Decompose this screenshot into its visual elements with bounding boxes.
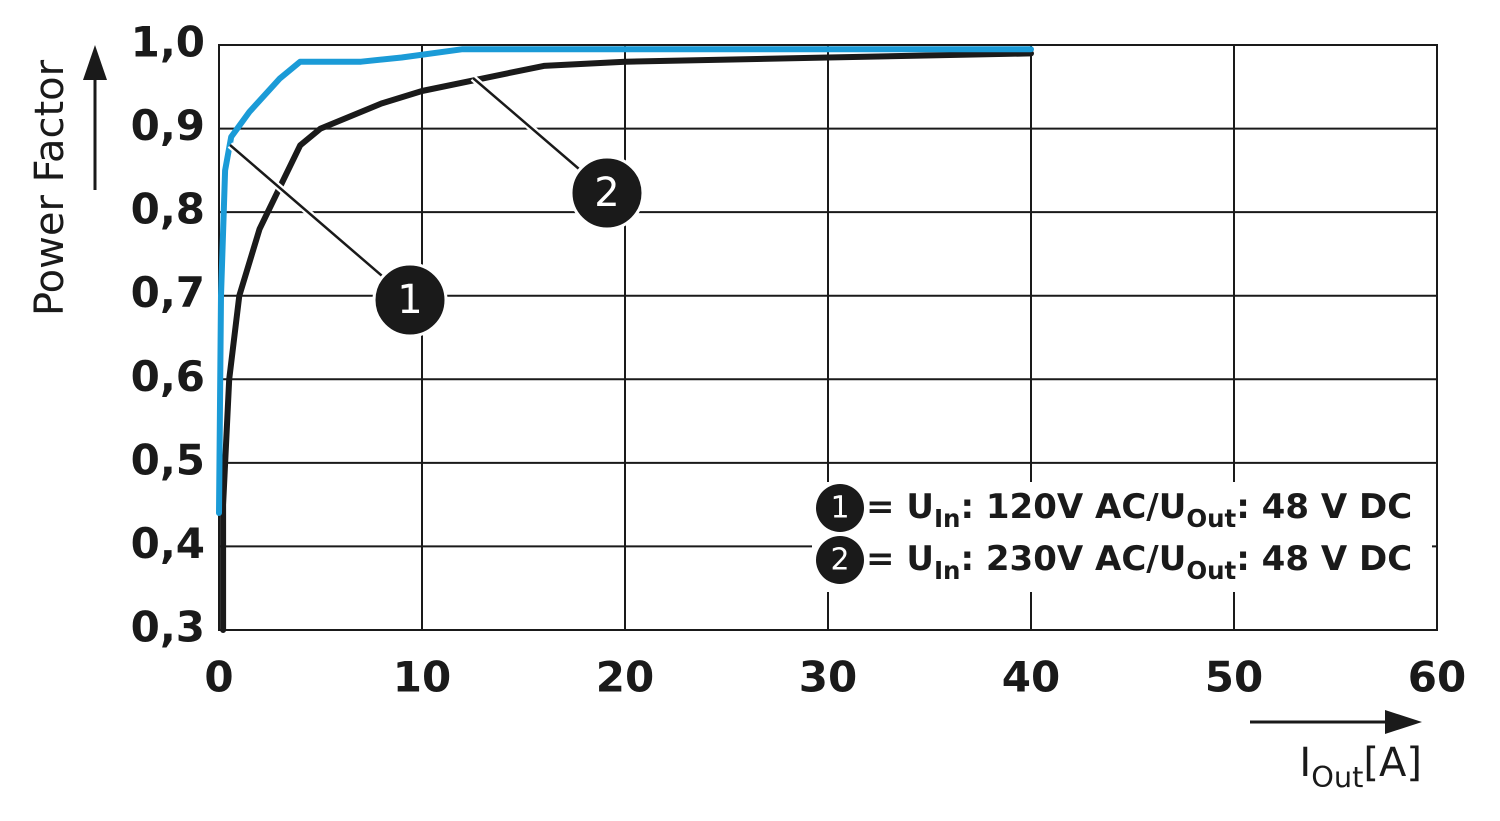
callout-number: 2 (594, 170, 619, 216)
x-arrow-head (1385, 710, 1422, 734)
x-tick-label: 40 (1002, 653, 1060, 702)
subscript: In (934, 504, 961, 533)
legend-marker (816, 536, 864, 584)
text-part: I (1299, 740, 1311, 786)
text-part: : 48 V DC (1236, 487, 1412, 527)
x-tick-label: 50 (1205, 653, 1263, 702)
subscript: In (934, 556, 961, 585)
y-tick-label: 0,9 (131, 101, 205, 150)
x-tick-label: 10 (393, 653, 451, 702)
x-tick-label: 60 (1408, 653, 1466, 702)
y-tick-label: 0,6 (131, 352, 205, 401)
axis-arrows (83, 45, 1422, 734)
y-tick-label: 0,3 (131, 603, 205, 652)
x-axis-label: IOut[A] (1299, 740, 1422, 794)
text-part: : 120V AC/U (960, 487, 1186, 527)
y-axis-label: Power Factor (27, 59, 73, 316)
y-tick-label: 0,5 (131, 435, 205, 484)
series-line (216, 46, 1034, 516)
text-part: : 48 V DC (1236, 539, 1412, 579)
legend-marker-number: 1 (830, 491, 849, 526)
y-tick-label: 0,8 (131, 185, 205, 234)
text-part: : 230V AC/U (960, 539, 1186, 579)
leader-line (229, 144, 411, 301)
y-tick-label: 1,0 (131, 18, 205, 67)
x-tick-label: 30 (799, 653, 857, 702)
legend-marker (816, 484, 864, 532)
y-tick-label: 0,4 (131, 519, 205, 568)
callout-number: 1 (397, 277, 422, 323)
subscript: Out (1311, 760, 1363, 794)
y-arrow-head (83, 45, 107, 80)
text-part: [A] (1363, 740, 1422, 786)
x-tick-label: 20 (596, 653, 654, 702)
legend-label: = UIn: 120V AC/UOut: 48 V DC (866, 487, 1412, 533)
subscript: Out (1186, 504, 1236, 533)
x-tick-label: 0 (204, 653, 233, 702)
callout-circle (372, 262, 448, 338)
y-tick-label: 0,7 (131, 268, 205, 317)
legend-label: = UIn: 230V AC/UOut: 48 V DC (866, 539, 1412, 585)
subscript: Out (1186, 556, 1236, 585)
callout-circle (569, 155, 645, 231)
text-part: = U (866, 539, 934, 579)
legend-marker-number: 2 (830, 543, 849, 578)
series-line (220, 50, 1034, 633)
text-part: = U (866, 487, 934, 527)
legend-background (812, 482, 1432, 592)
